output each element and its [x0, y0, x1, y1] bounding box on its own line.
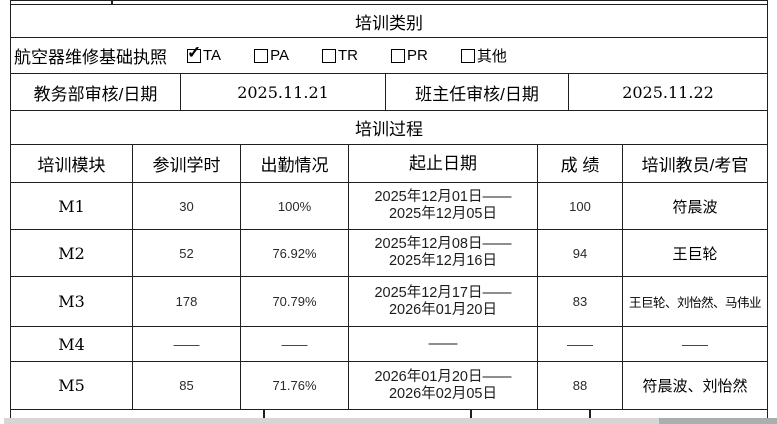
instructor-cell: 符晨波、刘怡然	[642, 377, 748, 395]
table-row-partial-top	[10, 0, 768, 5]
hours-cell: 85	[133, 362, 241, 409]
checkbox-other-icon[interactable]	[460, 48, 475, 63]
table-row-m1: M1 30 100% 2025年12月01日—— 2025年12月05日 100…	[10, 183, 768, 230]
checkbox-pr-label: PR	[406, 47, 428, 64]
hours-cell: 178	[133, 277, 241, 326]
dates-cell: 2025年12月08日—— 2025年12月16日	[349, 230, 538, 276]
attendance-cell: 100%	[241, 183, 349, 229]
section-title-category: 培训类别	[355, 13, 423, 33]
license-cell: 航空器维修基础执照 TA PA TR PR 其他	[11, 38, 767, 73]
score-cell: 88	[538, 362, 623, 409]
date-end: 2026年02月05日	[388, 385, 497, 402]
table-row-m2: M2 52 76.92% 2025年12月08日—— 2025年12月16日 9…	[10, 230, 768, 277]
section-title-row-process: 培训过程	[10, 111, 768, 145]
date-start: 2025年12月17日——	[374, 284, 512, 301]
hours-cell: 30	[133, 183, 241, 229]
score-cell: 94	[538, 230, 623, 276]
horizontal-scrollbar-thumb[interactable]	[659, 418, 777, 424]
dean-review-label: 教务部审核/日期	[11, 74, 181, 110]
module-cell: M5	[11, 362, 133, 409]
checkbox-tr-icon[interactable]	[321, 48, 336, 63]
review-row: 教务部审核/日期 2025.11.21 班主任审核/日期 2025.11.22	[10, 74, 768, 111]
license-checkbox-row: 航空器维修基础执照 TA PA TR PR 其他	[10, 38, 768, 74]
date-start: 2026年01月20日——	[374, 368, 512, 385]
attendance-cell: 76.92%	[241, 230, 349, 276]
dates-cell: 2025年12月17日—— 2026年01月20日	[349, 277, 538, 326]
score-cell: 100	[538, 183, 623, 229]
attendance-cell: 70.79%	[241, 277, 349, 326]
grid-line-stub	[589, 410, 591, 418]
col-header-hours: 参训学时	[133, 145, 241, 182]
head-teacher-review-label: 班主任审核/日期	[386, 74, 569, 110]
horizontal-scrollbar-track[interactable]	[4, 418, 777, 424]
checkbox-ta-icon[interactable]	[187, 43, 201, 63]
grid-line-stub	[470, 410, 472, 418]
table-row-m3: M3 178 70.79% 2025年12月17日—— 2026年01月20日 …	[10, 277, 768, 327]
col-header-instructor: 培训教员/考官	[641, 156, 749, 175]
col-header-module: 培训模块	[11, 145, 133, 182]
checkbox-tr-label: TR	[337, 47, 358, 64]
score-cell: ——	[538, 327, 623, 361]
checkbox-item-pr[interactable]: PR	[390, 47, 428, 64]
instructor-cell: 王巨轮、刘怡然、马伟业	[628, 295, 762, 310]
instructor-cell: ——	[682, 336, 708, 352]
table-row-partial-bottom	[10, 410, 768, 418]
date-end: 2025年12月16日	[388, 253, 497, 269]
dates-cell: ——	[349, 327, 538, 361]
checkbox-pa-label: PA	[270, 47, 289, 64]
checkbox-pr-icon[interactable]	[390, 48, 405, 63]
checkbox-other-label: 其他	[476, 48, 507, 65]
checkbox-item-tr[interactable]: TR	[321, 47, 358, 64]
score-cell: 83	[538, 277, 623, 326]
hours-cell: 52	[133, 230, 241, 276]
attendance-cell: ——	[241, 327, 349, 361]
section-title-process: 培训过程	[355, 120, 423, 139]
dean-review-date: 2025.11.21	[181, 74, 386, 110]
date-start: 2025年12月08日——	[374, 236, 512, 252]
table-row-m5: M5 85 71.76% 2026年01月20日—— 2026年02月05日 8…	[10, 362, 768, 410]
process-header-row: 培训模块 参训学时 出勤情况 起止日期 成 绩 培训教员/考官	[10, 145, 768, 183]
checkbox-ta-label: TA	[203, 47, 222, 64]
col-header-dates: 起止日期	[349, 145, 538, 182]
checkbox-item-ta[interactable]: TA	[187, 43, 222, 64]
checkbox-pa-icon[interactable]	[254, 48, 269, 63]
col-header-score: 成 绩	[538, 145, 623, 182]
date-end: 2025年12月05日	[388, 206, 497, 222]
head-teacher-review-date: 2025.11.22	[622, 82, 714, 102]
hours-cell: ——	[133, 327, 241, 361]
table-row-m4: M4 —— —— —— —— ——	[10, 327, 768, 362]
module-cell: M3	[11, 277, 133, 326]
checkbox-item-other[interactable]: 其他	[460, 45, 507, 66]
dates-cell: 2025年12月01日—— 2025年12月05日	[349, 183, 538, 229]
grid-line-stub	[263, 410, 265, 418]
section-title-row-category: 培训类别	[10, 5, 768, 38]
license-label: 航空器维修基础执照	[14, 48, 167, 67]
date-start: 2025年12月01日——	[374, 189, 512, 205]
module-cell: M1	[11, 183, 133, 229]
date-end: 2026年01月20日	[388, 301, 497, 318]
module-cell: M4	[11, 327, 133, 361]
instructor-cell: 符晨波	[672, 197, 718, 216]
attendance-cell: 71.76%	[241, 362, 349, 409]
checkbox-item-pa[interactable]: PA	[254, 47, 289, 64]
module-cell: M2	[11, 230, 133, 276]
dates-cell: 2026年01月20日—— 2026年02月05日	[349, 362, 538, 409]
date-start: ——	[428, 335, 458, 352]
col-header-attendance: 出勤情况	[241, 145, 349, 182]
grid-line-stub	[111, 1, 113, 4]
instructor-cell: 王巨轮	[672, 244, 718, 263]
